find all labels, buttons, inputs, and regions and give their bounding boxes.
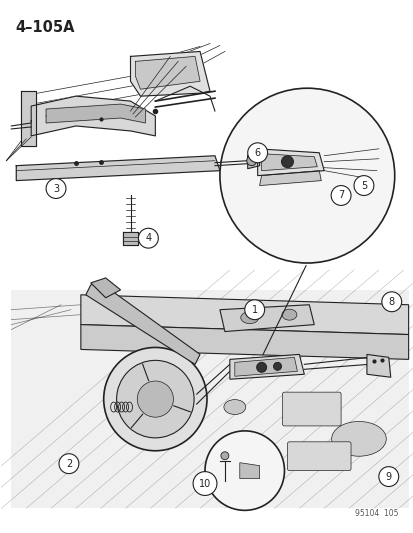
Circle shape — [221, 452, 228, 459]
Circle shape — [244, 300, 264, 320]
Circle shape — [204, 431, 284, 511]
Text: 4: 4 — [145, 233, 151, 243]
Circle shape — [353, 175, 373, 196]
Circle shape — [256, 362, 266, 372]
Circle shape — [59, 454, 78, 474]
Circle shape — [46, 179, 66, 198]
Circle shape — [219, 88, 394, 263]
Circle shape — [137, 381, 173, 417]
FancyBboxPatch shape — [282, 392, 340, 426]
Circle shape — [273, 362, 281, 370]
Text: 8: 8 — [388, 297, 394, 307]
Circle shape — [378, 467, 398, 487]
Ellipse shape — [240, 312, 258, 324]
Polygon shape — [16, 156, 219, 181]
Text: 9: 9 — [385, 472, 391, 482]
Polygon shape — [11, 290, 408, 508]
Circle shape — [281, 156, 293, 168]
Text: 4–105A: 4–105A — [15, 20, 75, 35]
Polygon shape — [90, 278, 120, 298]
Circle shape — [138, 228, 158, 248]
Text: 10: 10 — [198, 479, 211, 489]
Circle shape — [192, 472, 216, 496]
Polygon shape — [135, 56, 199, 89]
Polygon shape — [46, 104, 145, 123]
Circle shape — [246, 156, 256, 166]
Ellipse shape — [331, 422, 385, 456]
Polygon shape — [257, 149, 323, 175]
Polygon shape — [247, 151, 259, 168]
Text: 1: 1 — [251, 305, 257, 314]
Text: 95104  105: 95104 105 — [354, 510, 398, 518]
Ellipse shape — [281, 309, 296, 320]
Polygon shape — [81, 295, 408, 335]
Text: 5: 5 — [360, 181, 366, 190]
Polygon shape — [366, 354, 390, 377]
Text: 6: 6 — [254, 148, 260, 158]
FancyBboxPatch shape — [287, 442, 350, 471]
Circle shape — [116, 360, 194, 438]
Polygon shape — [229, 354, 304, 379]
Circle shape — [330, 185, 350, 205]
Polygon shape — [21, 91, 36, 146]
Polygon shape — [261, 154, 316, 171]
Circle shape — [103, 348, 206, 451]
Polygon shape — [219, 305, 313, 332]
Polygon shape — [85, 283, 199, 365]
Polygon shape — [31, 96, 155, 136]
Text: 7: 7 — [337, 190, 343, 200]
Circle shape — [247, 143, 267, 163]
Polygon shape — [259, 171, 320, 185]
Polygon shape — [130, 52, 209, 96]
Polygon shape — [239, 463, 259, 479]
Polygon shape — [234, 358, 297, 376]
Polygon shape — [81, 325, 408, 359]
Polygon shape — [122, 232, 138, 245]
Text: 3: 3 — [53, 183, 59, 193]
Circle shape — [381, 292, 401, 312]
Text: 2: 2 — [66, 459, 72, 469]
Ellipse shape — [223, 400, 245, 415]
